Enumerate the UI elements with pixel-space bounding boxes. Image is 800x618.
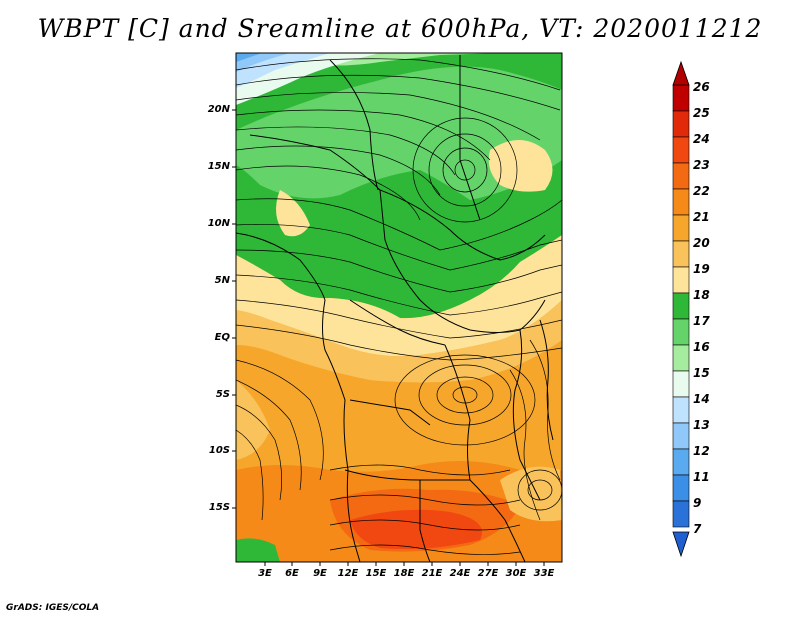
colorbar-label: 14 [693,392,710,406]
colorbar [672,84,690,528]
colorbar-label: 17 [693,314,710,328]
lon-ticks [264,562,545,566]
colorbar-label: 11 [693,470,710,484]
lon-label-27e: 27E [477,568,499,579]
colorbar-swatch [672,422,690,450]
colorbar-label: 18 [693,288,710,302]
lat-label-10n: 10N [207,218,230,229]
lat-label-10s: 10S [208,445,230,456]
colorbar-label: 12 [693,444,710,458]
lat-ticks [232,109,236,509]
lat-label-15s: 15S [208,502,230,513]
colorbar-label: 16 [693,340,710,354]
colorbar-label: 7 [693,522,702,536]
lon-label-9e: 9E [313,568,327,579]
colorbar-label: 19 [693,262,710,276]
lon-label-24e: 24E [449,568,471,579]
colorbar-top-arrow [672,60,690,86]
colorbar-swatch [672,188,690,216]
colorbar-label: 9 [693,496,702,510]
colorbar-swatch [672,474,690,502]
colorbar-label: 22 [693,184,710,198]
lon-label-6e: 6E [285,568,299,579]
colorbar-swatch [672,162,690,190]
colorbar-label: 23 [693,158,710,172]
colorbar-label: 24 [693,132,710,146]
country-borders [236,55,554,562]
colorbar-swatch [672,110,690,138]
colorbar-label: 13 [693,418,710,432]
colorbar-swatch [672,240,690,268]
lon-label-33e: 33E [533,568,555,579]
map-frame [235,52,563,563]
lat-label-20n: 20N [207,104,230,115]
colorbar-swatch [672,292,690,320]
grads-credit: GrADS: IGES/COLA [6,603,100,613]
colorbar-swatch [672,370,690,398]
colorbar-label: 21 [693,210,710,224]
colorbar-label: 25 [693,106,710,120]
streamlines [236,58,562,555]
lon-label-30e: 30E [505,568,527,579]
colorbar-swatch [672,84,690,112]
lon-label-21e: 21E [421,568,443,579]
map-title: WBPT [C] and Sreamline at 600hPa, VT: 20… [37,14,763,43]
colorbar-label: 20 [693,236,710,250]
colorbar-swatch [672,448,690,476]
colorbar-swatch [672,214,690,242]
colorbar-swatch [672,396,690,424]
colorbar-swatch [672,266,690,294]
colorbar-swatch [672,136,690,164]
lat-label-15n: 15N [207,161,230,172]
wbpt-shaded-field [236,53,562,562]
colorbar-label: 15 [693,366,710,380]
colorbar-label: 26 [693,80,710,94]
colorbar-swatch [672,344,690,372]
lon-label-18e: 18E [393,568,415,579]
lon-label-12e: 12E [337,568,359,579]
lat-label-eq: EQ [214,332,230,343]
lon-label-3e: 3E [258,568,272,579]
lon-label-15e: 15E [365,568,387,579]
lat-label-5n: 5N [214,275,230,286]
colorbar-bottom-arrow [672,531,690,558]
colorbar-swatch [672,500,690,528]
lat-label-5s: 5S [215,389,230,400]
colorbar-swatch [672,318,690,346]
